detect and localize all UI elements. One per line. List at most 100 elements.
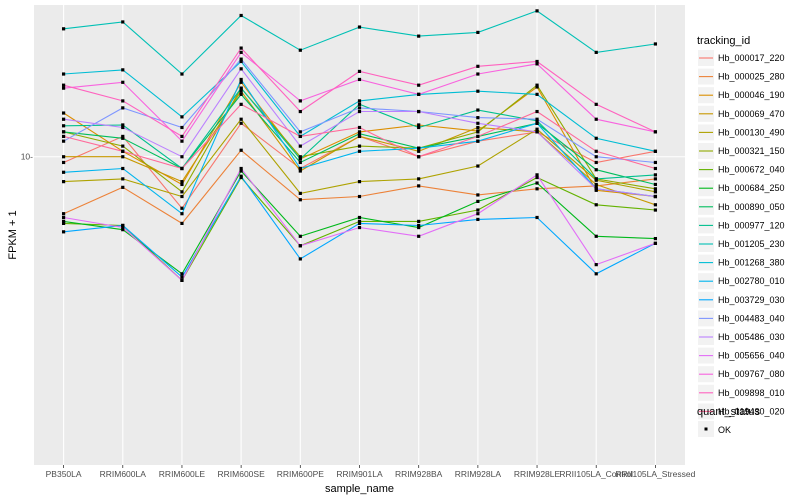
data-point (594, 182, 598, 187)
data-point (476, 139, 480, 143)
data-point (61, 212, 66, 216)
data-point (653, 130, 658, 134)
x-tick-label: RRII105LA_Control (559, 469, 633, 479)
legend-label: Hb_000890_050 (718, 202, 785, 212)
data-point (417, 109, 421, 114)
data-point (476, 208, 480, 212)
legend-label: Hb_009767_080 (718, 369, 785, 379)
data-point (239, 92, 243, 96)
legend-label: Hb_003729_030 (718, 295, 785, 305)
data-point (594, 168, 598, 172)
data-point (180, 166, 184, 171)
data-point (61, 219, 66, 223)
data-point (417, 125, 421, 130)
x-tick-label: RRIM600PE (277, 469, 325, 479)
data-point (61, 134, 66, 139)
data-point (180, 125, 184, 130)
data-point (298, 257, 302, 261)
x-tick-label: RRIM600LE (159, 469, 206, 479)
data-point (180, 212, 184, 216)
data-point (357, 215, 362, 220)
data-point (61, 72, 66, 76)
data-point (535, 59, 539, 64)
data-point (298, 48, 302, 52)
data-point (653, 166, 658, 171)
data-point (61, 215, 66, 220)
data-point (653, 194, 658, 199)
data-point (61, 230, 66, 234)
data-point (357, 149, 362, 153)
data-point (239, 80, 243, 84)
data-point (61, 221, 66, 226)
data-point (180, 180, 184, 184)
legend-label: Hb_000684_250 (718, 183, 785, 193)
data-point (180, 194, 184, 199)
data-point (121, 225, 125, 230)
data-point (653, 190, 658, 194)
data-point (61, 180, 66, 184)
data-point (594, 187, 598, 191)
data-point (535, 117, 539, 121)
data-point (357, 130, 362, 134)
data-point (357, 225, 362, 230)
x-tick-label: RRIM600SE (218, 469, 266, 479)
data-point (61, 155, 66, 159)
x-tick-label: RRIM928LA (455, 469, 502, 479)
data-point (121, 223, 125, 228)
legend-label: Hb_000025_280 (718, 72, 785, 82)
data-point (535, 127, 539, 131)
data-point (239, 169, 243, 173)
data-point (298, 160, 302, 165)
data-point (476, 121, 480, 125)
data-point (535, 109, 539, 114)
legend-point-ok (704, 427, 708, 431)
data-point (476, 64, 480, 68)
data-point (476, 130, 480, 134)
data-point (476, 164, 480, 168)
data-point (357, 144, 362, 148)
data-point (121, 228, 125, 232)
legend-label: Hb_000672_040 (718, 165, 785, 175)
data-point (61, 27, 66, 31)
legend-label: Hb_000321_150 (718, 146, 785, 156)
data-point (417, 234, 421, 238)
data-point (653, 208, 658, 212)
data-point (535, 83, 539, 87)
data-point (61, 86, 66, 90)
data-point (417, 149, 421, 153)
x-tick-label: RRIM901LA (336, 469, 383, 479)
data-point (180, 275, 184, 279)
x-tick-label: RRIM928BA (395, 469, 443, 479)
data-point (298, 144, 302, 148)
data-point (121, 106, 125, 110)
data-point (357, 194, 362, 199)
legend-label: Hb_005486_030 (718, 332, 785, 342)
data-point (239, 67, 243, 71)
data-point (180, 221, 184, 226)
data-point (357, 77, 362, 82)
data-point (121, 166, 125, 171)
data-point (535, 187, 539, 191)
data-point (535, 173, 539, 177)
data-point (121, 136, 125, 140)
data-point (417, 146, 421, 150)
data-point (535, 215, 539, 220)
data-point (417, 177, 421, 181)
data-point (239, 13, 243, 18)
data-point (594, 155, 598, 159)
data-point (180, 278, 184, 282)
data-point (535, 62, 539, 66)
data-point (357, 180, 362, 184)
data-point (476, 116, 480, 120)
data-point (535, 130, 539, 134)
data-point (535, 119, 539, 123)
x-axis-title: sample_name (325, 483, 394, 495)
data-point (594, 203, 598, 207)
data-point (594, 272, 598, 276)
data-point (476, 212, 480, 216)
data-point (357, 134, 362, 139)
data-point (121, 185, 125, 189)
y-axis-title: FPKM + 1 (7, 210, 19, 259)
x-tick-label: RRII105LA_Stressed (615, 469, 695, 479)
data-point (357, 106, 362, 110)
